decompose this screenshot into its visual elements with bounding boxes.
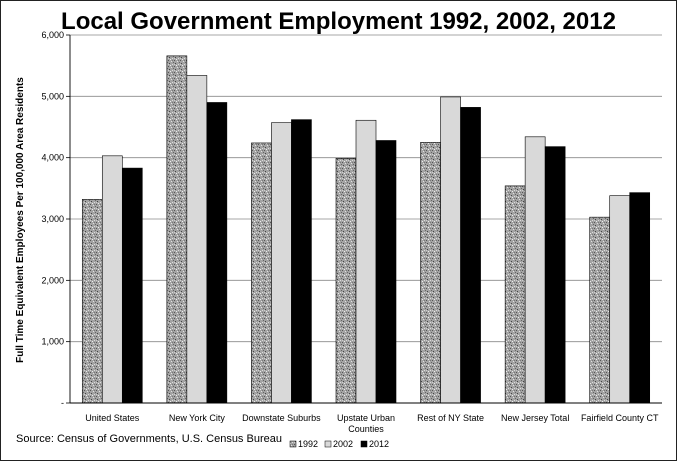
bar-2002: [524, 136, 546, 404]
y-tick-labels: - 1,000 2,000 3,000 4,000 5,000 6,000: [41, 30, 64, 408]
source-note: Source: Census of Governments, U.S. Cens…: [16, 433, 282, 445]
category-label: Downstate Suburbs: [242, 413, 321, 423]
bar-2012: [375, 140, 397, 404]
y-tick-label: 6,000: [41, 30, 64, 40]
legend-swatch-2012: [360, 440, 368, 448]
bars: [81, 55, 651, 404]
legend-label-2012: 2012: [369, 439, 389, 449]
category-label: New Jersey Total: [501, 413, 569, 423]
bar-1992: [81, 199, 103, 404]
bar-2002: [355, 119, 377, 404]
category-label: Rest of NY State: [417, 413, 484, 423]
y-tick-label: 1,000: [41, 337, 64, 347]
y-tick-label: 4,000: [41, 153, 64, 163]
y-tick-label: 5,000: [41, 91, 64, 101]
bar-2012: [460, 107, 481, 404]
bar-1992: [251, 142, 272, 404]
y-tick-label: 2,000: [41, 275, 64, 285]
bar-2012: [291, 119, 312, 404]
bar-2002: [440, 96, 461, 404]
bar-2002: [186, 75, 208, 404]
bar-2012: [206, 102, 228, 404]
legend-label-2002: 2002: [333, 439, 353, 449]
bar-2012: [121, 167, 143, 404]
bar-1992: [504, 185, 526, 404]
category-labels: United States New York City Downstate Subu…: [85, 413, 659, 434]
chart-title: Local Government Employment 1992, 2002, …: [61, 8, 616, 35]
category-label: Fairfield County CT: [581, 413, 659, 423]
category-label: Counties: [348, 424, 384, 434]
bar-1992: [420, 142, 441, 404]
y-tick-label: -: [61, 398, 64, 408]
y-tick-label: 3,000: [41, 214, 64, 224]
bar-1992: [335, 157, 357, 404]
bar-2002: [609, 195, 631, 404]
legend-swatch-2002: [324, 440, 332, 448]
category-label: United States: [85, 413, 140, 423]
y-axis-label: Full Time Equivalent Employees Per 100,0…: [15, 77, 26, 363]
legend-swatch-1992: [289, 440, 297, 448]
legend: 1992 2002 2012: [289, 439, 389, 449]
bar-2012: [544, 146, 566, 404]
category-label: Upstate Urban: [337, 413, 395, 423]
category-label: New York City: [169, 413, 226, 423]
bar-2002: [271, 122, 292, 404]
legend-label-1992: 1992: [298, 439, 318, 449]
bar-2012: [629, 192, 651, 404]
bar-2002: [101, 155, 123, 404]
bar-1992: [589, 216, 611, 404]
axes: [66, 34, 662, 404]
bar-1992: [166, 55, 188, 404]
